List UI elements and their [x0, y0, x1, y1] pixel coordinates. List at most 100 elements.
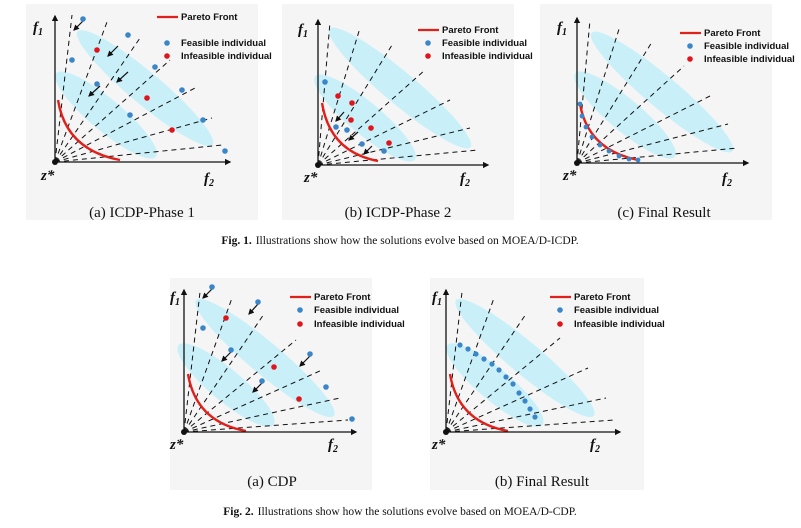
- f2-label: f2: [460, 171, 470, 189]
- legend-feasible-label: Feasible individual: [574, 305, 659, 316]
- feasible-point: [80, 16, 86, 22]
- weight-vector: [445, 419, 615, 433]
- legend-infeasible-label: Infeasible individual: [181, 51, 272, 62]
- feasible-points: [457, 342, 538, 420]
- feasible-point: [125, 32, 131, 38]
- constraint-region: [455, 298, 595, 418]
- figure-2: f1 f2 z* Pareto Front Feasible individua…: [169, 278, 665, 518]
- ideal-point: [574, 160, 580, 166]
- infeasible-point: [94, 47, 100, 53]
- legend-infeasible-label: Infeasible individual: [314, 319, 405, 330]
- feasible-point: [228, 347, 234, 353]
- move-arrow: [363, 145, 373, 155]
- origin-label: z*: [169, 437, 184, 453]
- feasible-points: [322, 79, 387, 154]
- legend: Pareto Front Feasible individual Infeasi…: [418, 25, 533, 62]
- f2-label: f2: [204, 171, 214, 189]
- move-arrow: [248, 303, 259, 315]
- infeasible-point: [296, 396, 302, 402]
- panel-bg: [540, 4, 772, 220]
- weight-vector: [576, 65, 685, 164]
- weight-vector: [183, 291, 201, 433]
- weight-vector: [576, 123, 729, 164]
- reference-vectors: [576, 19, 739, 164]
- panel-bg: [26, 4, 258, 220]
- weight-vector: [54, 59, 171, 163]
- feasible-point: [307, 351, 313, 357]
- feasible-point: [597, 142, 603, 148]
- panel-bg: [282, 4, 514, 220]
- move-arrow: [73, 20, 84, 31]
- legend-feasible-swatch: [164, 40, 170, 46]
- infeasible-point: [349, 100, 355, 106]
- origin-label: z*: [431, 437, 446, 453]
- legend-feasible-label: Feasible individual: [181, 38, 266, 49]
- move-arrow: [116, 71, 129, 83]
- panel-caption: (a) ICDP-Phase 1: [89, 205, 195, 221]
- pareto-front-curve: [186, 373, 247, 433]
- weight-vector: [317, 27, 361, 166]
- ideal-point: [443, 429, 449, 435]
- feasible-point: [489, 361, 495, 367]
- constraint-region: [195, 298, 335, 418]
- feasible-point: [333, 124, 339, 130]
- move-arrow: [335, 111, 345, 122]
- weight-vector: [54, 14, 73, 163]
- infeasible-point: [144, 95, 150, 101]
- legend-feasible-label: Feasible individual: [442, 38, 527, 49]
- moves: [335, 111, 373, 155]
- legend-pareto-label: Pareto Front: [574, 292, 631, 303]
- feasible-point: [69, 57, 75, 63]
- move-arrow: [252, 382, 263, 393]
- feasible-point: [359, 141, 365, 147]
- weight-vector: [183, 313, 265, 433]
- feasible-point: [589, 134, 595, 140]
- weight-vector: [54, 117, 213, 163]
- f2-label: f2: [722, 171, 732, 189]
- legend-pareto-label: Pareto Front: [704, 28, 761, 39]
- feasible-point: [349, 416, 355, 422]
- f1-label: f1: [432, 290, 442, 308]
- weight-vector: [183, 297, 233, 433]
- ideal-point: [181, 429, 187, 435]
- feasible-point: [616, 153, 622, 159]
- move-arrow: [88, 85, 101, 97]
- infeasible-point: [271, 364, 277, 370]
- legend-infeasible-swatch: [164, 53, 170, 59]
- feasible-point: [626, 156, 632, 162]
- weight-vector: [445, 313, 527, 433]
- f1-label: f1: [298, 22, 308, 40]
- weight-vector: [445, 291, 463, 433]
- feasible-points: [577, 101, 641, 163]
- feasible-point: [323, 384, 329, 390]
- figure-2-caption: Fig. 2. Illustrations show how the soluti…: [223, 506, 577, 518]
- legend-feasible-swatch: [425, 40, 431, 46]
- f1-label: f1: [557, 20, 567, 38]
- feasible-points: [200, 284, 355, 422]
- reference-vectors: [445, 291, 615, 433]
- weight-vector: [317, 44, 393, 166]
- panel-caption: (b) ICDP-Phase 2: [345, 205, 452, 221]
- weight-vector: [576, 19, 591, 164]
- feasible-point: [222, 148, 228, 154]
- feasible-point: [259, 378, 265, 384]
- infeasible-point: [368, 125, 374, 131]
- weight-vector: [445, 367, 589, 433]
- feasible-point: [503, 374, 509, 380]
- f1-label: f1: [170, 290, 180, 308]
- feasible-point: [635, 157, 641, 163]
- panel-cdp: f1 f2 z* Pareto Front Feasible individua…: [169, 284, 405, 490]
- feasible-point: [473, 351, 479, 357]
- weight-vector: [445, 397, 607, 433]
- constraint-region: [76, 30, 214, 146]
- moves: [73, 20, 129, 97]
- legend: Pareto Front Feasible individual Infeasi…: [290, 292, 405, 330]
- legend: Pareto Front Feasible individual Infeasi…: [157, 12, 272, 62]
- ideal-point: [52, 159, 58, 165]
- origin-label: z*: [562, 168, 577, 184]
- feasible-point: [200, 117, 206, 123]
- legend-infeasible-label: Infeasible individual: [442, 51, 533, 62]
- move-arrow: [107, 45, 119, 57]
- legend-infeasible-label: Infeasible individual: [704, 54, 795, 65]
